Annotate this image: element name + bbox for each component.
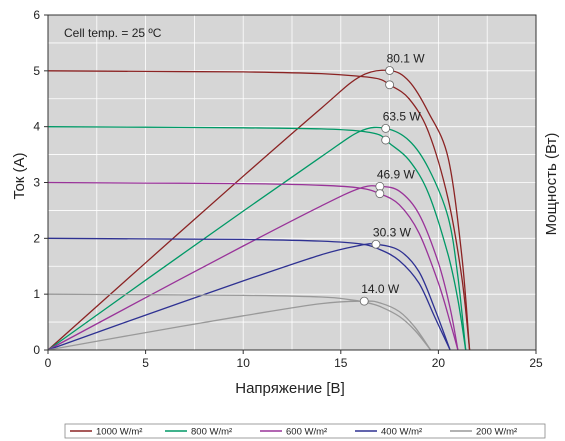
plot-area: 80.1 W 63.5 W 46.9 W 30.3 W 14.0 W <box>47 14 537 351</box>
power-curve-2 <box>47 185 459 351</box>
legend-item-label: 800 W/m² <box>191 427 232 438</box>
legend-box <box>64 423 546 439</box>
y-tick-label: 3 <box>33 176 40 190</box>
pmax-marker-iv <box>381 135 391 145</box>
cell-temp-annotation: Cell temp. = 25 ºC <box>64 26 162 40</box>
pmax-marker-power <box>385 66 395 75</box>
pmax-marker-iv <box>375 189 385 199</box>
x-tick-label: 25 <box>529 356 543 370</box>
y-tick-label: 1 <box>33 287 40 301</box>
pmax-marker-power <box>359 296 369 306</box>
iv-curve-4 <box>47 293 432 351</box>
legend-item-label: 1000 W/m² <box>96 427 142 438</box>
x-tick-label: 0 <box>45 356 52 370</box>
pmax-label: 14.0 W <box>361 282 400 296</box>
legend-item-label: 200 W/m² <box>476 427 517 438</box>
x-tick-label: 20 <box>432 356 446 370</box>
power-curve-4 <box>47 300 432 351</box>
power-curve-0 <box>47 69 471 351</box>
pmax-marker-power <box>371 239 381 249</box>
pmax-label: 46.9 W <box>377 167 416 181</box>
legend: 1000 W/m² 800 W/m² 600 W/m² 400 W/m² 200 W/m… <box>64 423 546 439</box>
x-tick-label: 15 <box>334 356 348 370</box>
legend-item-label: 400 W/m² <box>381 427 422 438</box>
pmax-marker-power <box>381 124 391 133</box>
pmax-label: 80.1 W <box>387 51 426 65</box>
y-axis-left-label: Ток (А) <box>11 152 28 199</box>
power-curve-1 <box>47 126 467 351</box>
y-tick-label: 0 <box>33 343 40 357</box>
iv-curve-0 <box>47 70 471 351</box>
y-axis-right-label: Мощность (Вт) <box>543 133 560 236</box>
x-tick-label: 5 <box>142 356 149 370</box>
pmax-marker-power <box>375 181 385 191</box>
y-tick-label: 6 <box>33 8 40 22</box>
legend-item-label: 600 W/m² <box>286 427 327 438</box>
pmax-label: 63.5 W <box>383 109 422 123</box>
grid-lines <box>48 15 536 350</box>
y-tick-label: 4 <box>33 120 40 134</box>
power-curve-3 <box>47 243 451 351</box>
y-tick-label: 5 <box>33 64 40 78</box>
iv-curve-1 <box>47 126 467 351</box>
pmax-markers: 80.1 W 63.5 W 46.9 W 30.3 W 14.0 W <box>359 51 426 306</box>
pmax-marker-iv <box>385 80 395 90</box>
pmax-label: 30.3 W <box>373 225 412 239</box>
x-tick-label: 10 <box>237 356 251 370</box>
curves <box>47 69 471 351</box>
y-tick-label: 2 <box>33 231 40 245</box>
x-axis-label: Напряжение [В] <box>235 380 344 397</box>
axis-ticks: 0 5 10 15 20 25 0 1 2 3 4 5 6 <box>33 8 543 370</box>
